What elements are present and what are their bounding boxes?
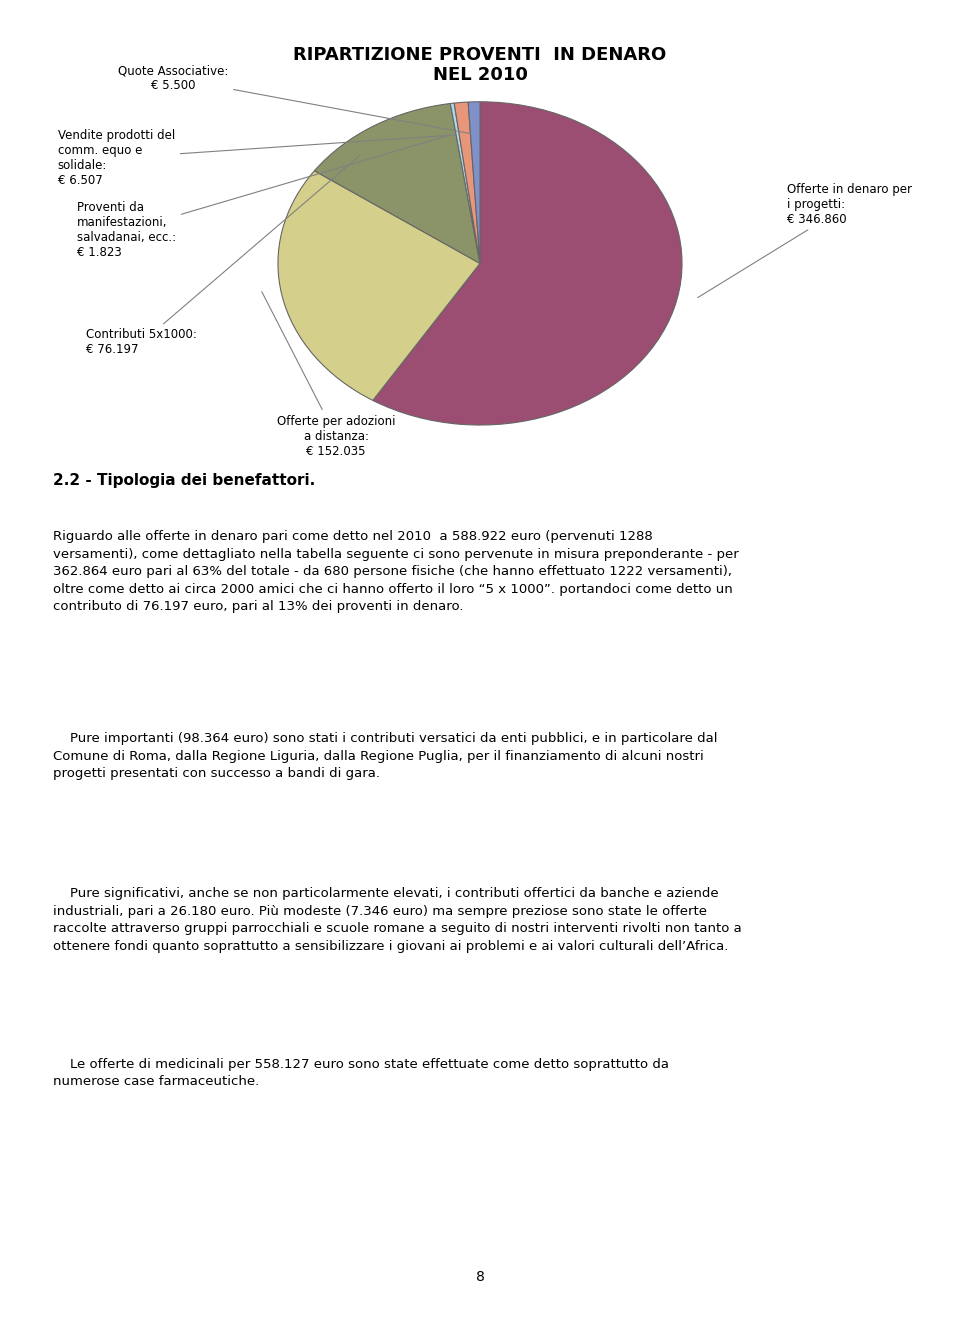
Wedge shape — [450, 103, 480, 263]
Text: 8: 8 — [475, 1270, 485, 1284]
Text: Vendite prodotti del
comm. equo e
solidale:
€ 6.507: Vendite prodotti del comm. equo e solida… — [58, 129, 456, 187]
Text: Offerte in denaro per
i progetti:
€ 346.860: Offerte in denaro per i progetti: € 346.… — [698, 183, 912, 298]
Wedge shape — [454, 101, 480, 263]
Text: Pure importanti (98.364 euro) sono stati i contributi versatici da enti pubblici: Pure importanti (98.364 euro) sono stati… — [53, 732, 717, 780]
Text: Le offerte di medicinali per 558.127 euro sono state effettuate come detto sopra: Le offerte di medicinali per 558.127 eur… — [53, 1058, 669, 1088]
Text: NEL 2010: NEL 2010 — [433, 66, 527, 84]
Text: Riguardo alle offerte in denaro pari come detto nel 2010  a 588.922 euro (perven: Riguardo alle offerte in denaro pari com… — [53, 531, 738, 614]
Wedge shape — [468, 101, 480, 263]
Text: Quote Associative:
€ 5.500: Quote Associative: € 5.500 — [118, 65, 470, 133]
Text: Pure significativi, anche se non particolarmente elevati, i contributi offertici: Pure significativi, anche se non partico… — [53, 888, 741, 952]
Text: Offerte per adozioni
a distanza:
€ 152.035: Offerte per adozioni a distanza: € 152.0… — [262, 291, 396, 458]
Text: RIPARTIZIONE PROVENTI  IN DENARO: RIPARTIZIONE PROVENTI IN DENARO — [294, 46, 666, 65]
Text: Proventi da
manifestazioni,
salvadanai, ecc.:
€ 1.823: Proventi da manifestazioni, salvadanai, … — [77, 136, 446, 259]
Wedge shape — [278, 171, 480, 400]
Text: Contributi 5x1000:
€ 76.197: Contributi 5x1000: € 76.197 — [86, 155, 360, 357]
Text: 2.2 - Tipologia dei benefattori.: 2.2 - Tipologia dei benefattori. — [53, 473, 315, 489]
Wedge shape — [315, 104, 480, 263]
Wedge shape — [372, 101, 682, 425]
